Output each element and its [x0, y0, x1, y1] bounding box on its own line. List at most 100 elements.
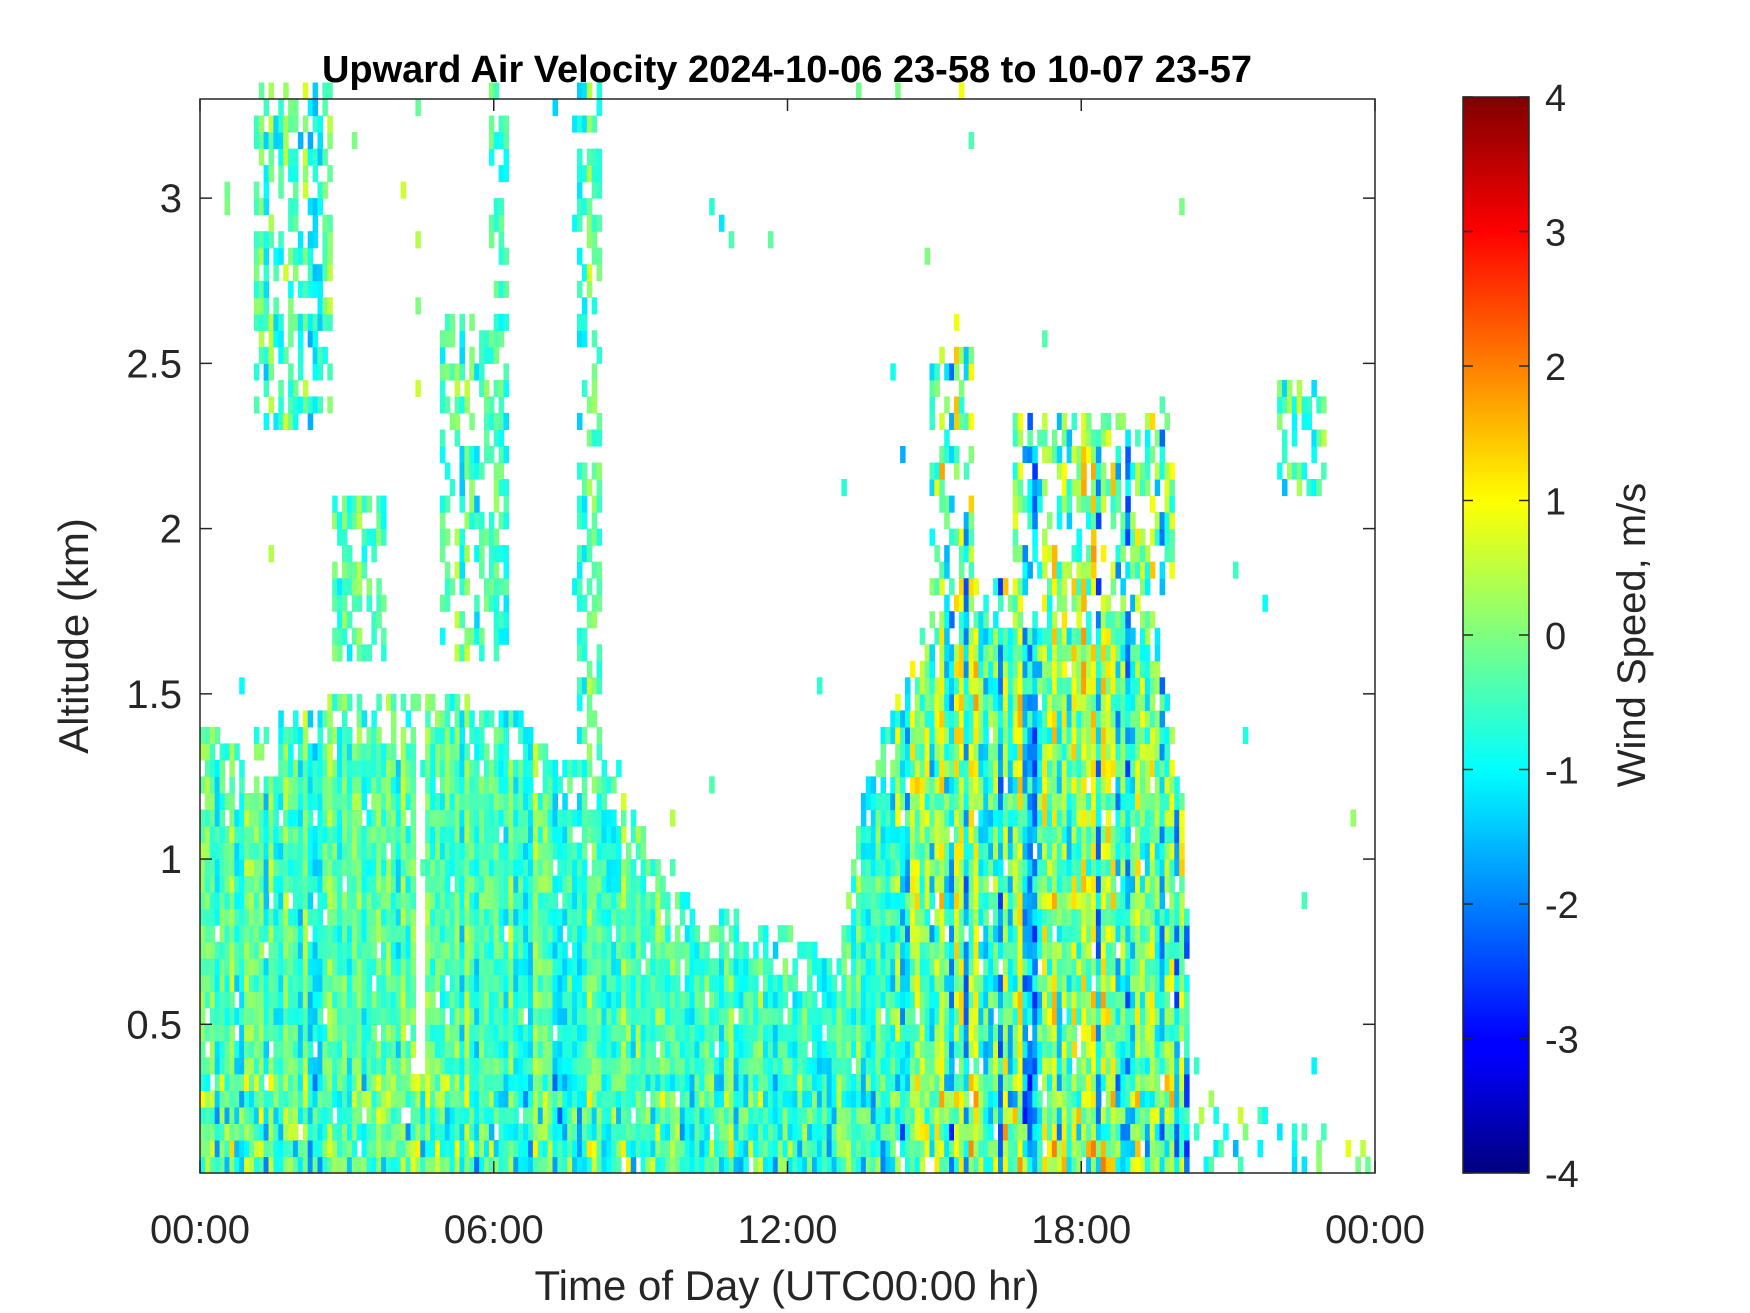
- heatmap-cell: [513, 1140, 519, 1158]
- heatmap-cell: [875, 759, 882, 777]
- heatmap-cell: [591, 594, 598, 612]
- heatmap-cell: [895, 1073, 901, 1091]
- heatmap-cell: [753, 1024, 759, 1042]
- heatmap-cell: [361, 908, 368, 926]
- heatmap-cell: [239, 941, 245, 959]
- heatmap-cell: [327, 313, 333, 331]
- heatmap-cell: [919, 660, 926, 678]
- heatmap-cell: [998, 1123, 1004, 1141]
- heatmap-cell: [684, 941, 691, 959]
- heatmap-cell: [542, 1156, 549, 1174]
- heatmap-cell: [949, 809, 955, 827]
- heatmap-cell: [978, 842, 984, 860]
- heatmap-cell: [860, 908, 867, 926]
- heatmap-cell: [219, 842, 226, 860]
- heatmap-cell: [929, 1007, 935, 1025]
- heatmap-cell: [596, 148, 603, 166]
- heatmap-cell: [679, 1156, 686, 1174]
- heatmap-cell: [1012, 892, 1019, 910]
- heatmap-cell: [704, 1140, 710, 1158]
- heatmap-cell: [542, 991, 549, 1009]
- heatmap-cell: [914, 743, 921, 761]
- heatmap-cell: [1071, 743, 1077, 761]
- heatmap-cell: [346, 974, 353, 992]
- heatmap-cell: [1051, 710, 1058, 728]
- heatmap-cell: [733, 1140, 740, 1158]
- heatmap-cell: [621, 1073, 627, 1091]
- heatmap-cell: [919, 710, 926, 728]
- heatmap-cell: [1017, 594, 1024, 612]
- heatmap-cell: [1061, 743, 1068, 761]
- heatmap-cell: [288, 379, 294, 397]
- heatmap-cell: [919, 941, 926, 959]
- heatmap-cell: [777, 1106, 784, 1124]
- heatmap-cell: [670, 1024, 676, 1042]
- heatmap-cell: [351, 1140, 358, 1158]
- heatmap-cell: [665, 941, 671, 959]
- heatmap-cell: [317, 346, 323, 364]
- heatmap-cell: [606, 1123, 612, 1141]
- heatmap-cell: [253, 363, 260, 381]
- heatmap-cell: [1027, 710, 1033, 728]
- heatmap-cell: [469, 842, 475, 860]
- heatmap-cell: [508, 941, 514, 959]
- heatmap-cell: [909, 974, 916, 992]
- heatmap-cell: [258, 809, 265, 827]
- heatmap-cell: [229, 958, 235, 976]
- heatmap-cell: [1022, 991, 1028, 1009]
- heatmap-cell: [410, 1040, 416, 1058]
- heatmap-cell: [488, 561, 495, 579]
- heatmap-cell: [459, 1057, 465, 1075]
- heatmap-cell: [885, 842, 891, 860]
- heatmap-cell: [307, 396, 314, 414]
- heatmap-cell: [435, 908, 441, 926]
- heatmap-cell: [444, 1140, 451, 1158]
- heatmap-cell: [518, 759, 524, 777]
- heatmap-cell: [1002, 892, 1009, 910]
- heatmap-cell: [1047, 677, 1053, 695]
- heatmap-cell: [934, 710, 940, 728]
- heatmap-cell: [1042, 677, 1048, 695]
- heatmap-cell: [209, 991, 216, 1009]
- heatmap-cell: [1051, 1057, 1058, 1075]
- heatmap-cell: [890, 859, 896, 877]
- heatmap-cell: [1007, 644, 1014, 662]
- heatmap-cell: [1037, 495, 1043, 513]
- heatmap-cell: [601, 892, 607, 910]
- heatmap-cell: [836, 1057, 842, 1075]
- heatmap-cell: [439, 512, 446, 530]
- heatmap-cell: [498, 231, 505, 249]
- heatmap-cell: [342, 892, 348, 910]
- heatmap-cell: [229, 1040, 235, 1058]
- heatmap-cell: [288, 726, 294, 744]
- heatmap-cell: [327, 214, 333, 232]
- heatmap-cell: [914, 974, 921, 992]
- heatmap-cell: [988, 693, 994, 711]
- heatmap-cell: [870, 1140, 877, 1158]
- heatmap-cell: [1002, 974, 1009, 992]
- heatmap-cell: [860, 1073, 867, 1091]
- heatmap-cell: [518, 809, 524, 827]
- heatmap-cell: [1061, 462, 1068, 480]
- heatmap-cell: [572, 974, 578, 992]
- heatmap-cell: [826, 1007, 833, 1025]
- heatmap-cell: [327, 115, 333, 133]
- heatmap-cell: [968, 925, 975, 943]
- heatmap-cell: [366, 1090, 372, 1108]
- heatmap-cell: [454, 396, 461, 414]
- heatmap-cell: [435, 892, 441, 910]
- heatmap-cell: [1007, 743, 1014, 761]
- heatmap-cell: [200, 892, 206, 910]
- heatmap-cell: [479, 1140, 485, 1158]
- heatmap-cell: [1037, 644, 1043, 662]
- heatmap-cell: [552, 1106, 558, 1124]
- heatmap-cell: [430, 875, 436, 893]
- heatmap-cell: [484, 594, 490, 612]
- heatmap-cell: [1076, 1057, 1082, 1075]
- heatmap-cell: [939, 759, 945, 777]
- heatmap-cell: [846, 1024, 852, 1042]
- heatmap-cell: [733, 908, 740, 926]
- heatmap-cell: [939, 776, 945, 794]
- heatmap-cell: [425, 892, 431, 910]
- heatmap-cell: [880, 1090, 886, 1108]
